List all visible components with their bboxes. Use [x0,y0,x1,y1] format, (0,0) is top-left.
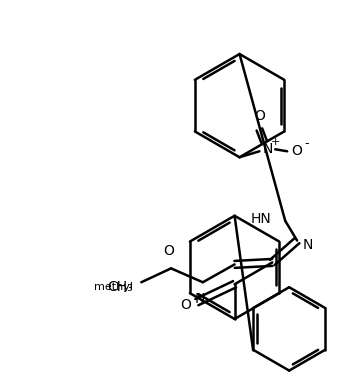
Text: O: O [181,298,191,312]
Text: N: N [262,142,273,156]
Text: HN: HN [251,212,271,226]
Text: +: + [270,137,280,147]
Text: N: N [303,237,313,252]
Text: O: O [292,144,303,158]
Text: N: N [195,292,205,306]
Text: methyl: methyl [94,282,133,292]
Text: -: - [305,137,309,150]
Text: O: O [254,108,265,123]
Text: O: O [164,245,174,258]
Text: CH₃: CH₃ [108,280,133,294]
